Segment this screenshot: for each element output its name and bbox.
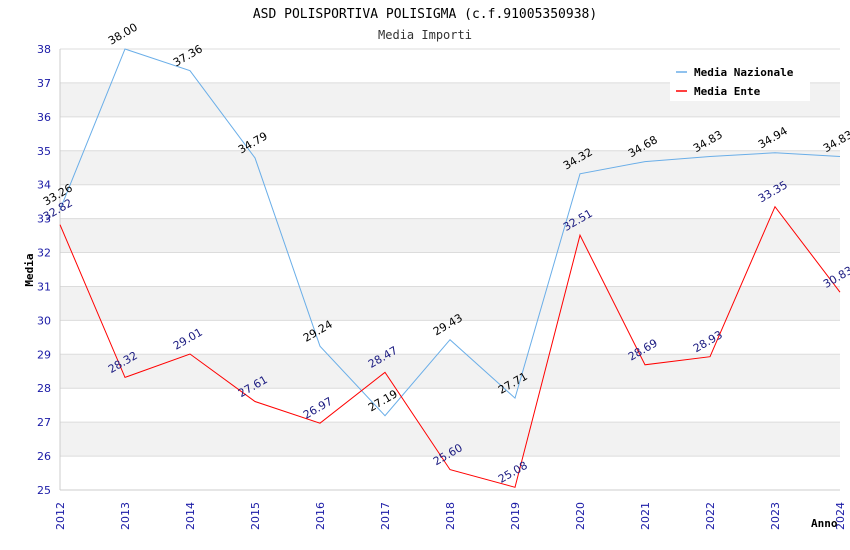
chart-subtitle: Media Importi xyxy=(378,28,472,42)
legend-background xyxy=(670,57,810,101)
grid-band xyxy=(60,422,840,457)
x-axis-ticks: 2012 2013 2014 2015 2016 2017 2018 2019 2020 2021… xyxy=(54,502,847,530)
legend: Media Nazionale Media Ente xyxy=(670,57,810,101)
x-tick-label: 2021 xyxy=(639,502,652,530)
data-label: 25.08 xyxy=(496,459,530,486)
y-axis-label: Media xyxy=(23,253,36,286)
x-tick-label: 2018 xyxy=(444,502,457,530)
x-tick-label: 2023 xyxy=(769,502,782,530)
x-tick-label: 2013 xyxy=(119,502,132,530)
y-tick-label: 38 xyxy=(37,43,51,56)
y-tick-label: 28 xyxy=(37,382,51,395)
y-tick-label: 36 xyxy=(37,111,51,124)
series-line-media-ente xyxy=(59,205,841,488)
y-tick-label: 31 xyxy=(37,280,51,293)
data-label: 27.19 xyxy=(366,387,400,414)
x-tick-label: 2022 xyxy=(704,502,717,530)
y-tick-label: 26 xyxy=(37,450,51,463)
x-tick-label: 2014 xyxy=(184,502,197,530)
legend-label-media-ente: Media Ente xyxy=(694,85,761,98)
grid-band xyxy=(60,286,840,321)
grid-lines xyxy=(59,48,840,491)
data-label: 34.94 xyxy=(756,124,790,151)
y-tick-label: 33 xyxy=(37,213,51,226)
x-axis-label: Anno xyxy=(811,517,838,530)
y-tick-label: 25 xyxy=(37,484,51,497)
data-label: 37.36 xyxy=(171,42,205,69)
x-tick-label: 2015 xyxy=(249,502,262,530)
y-tick-label: 37 xyxy=(37,77,51,90)
data-label: 28.93 xyxy=(691,328,725,355)
y-tick-label: 34 xyxy=(37,179,51,192)
x-tick-label: 2020 xyxy=(574,502,587,530)
series-line-media-nazionale xyxy=(59,48,841,417)
x-tick-label: 2017 xyxy=(379,502,392,530)
series-lines xyxy=(59,48,841,488)
y-tick-label: 29 xyxy=(37,348,51,361)
y-tick-label: 35 xyxy=(37,145,51,158)
grid-band xyxy=(60,354,840,389)
x-tick-label: 2012 xyxy=(54,502,67,530)
y-tick-label: 30 xyxy=(37,314,51,327)
x-tick-label: 2024 xyxy=(834,502,847,530)
grid-band xyxy=(60,218,840,253)
y-tick-label: 27 xyxy=(37,416,51,429)
data-label: 26.97 xyxy=(301,395,335,422)
chart-title: ASD POLISPORTIVA POLISIGMA (c.f.91005350… xyxy=(253,7,597,22)
legend-label-media-nazionale: Media Nazionale xyxy=(694,66,794,79)
data-label: 38.00 xyxy=(106,21,140,48)
x-tick-label: 2016 xyxy=(314,502,327,530)
x-tick-label: 2019 xyxy=(509,502,522,530)
y-tick-label: 32 xyxy=(37,247,51,260)
data-label: 29.01 xyxy=(171,326,205,353)
y-axis-ticks: 25 26 27 28 29 30 31 32 33 34 35 36 37 38 xyxy=(37,43,51,497)
